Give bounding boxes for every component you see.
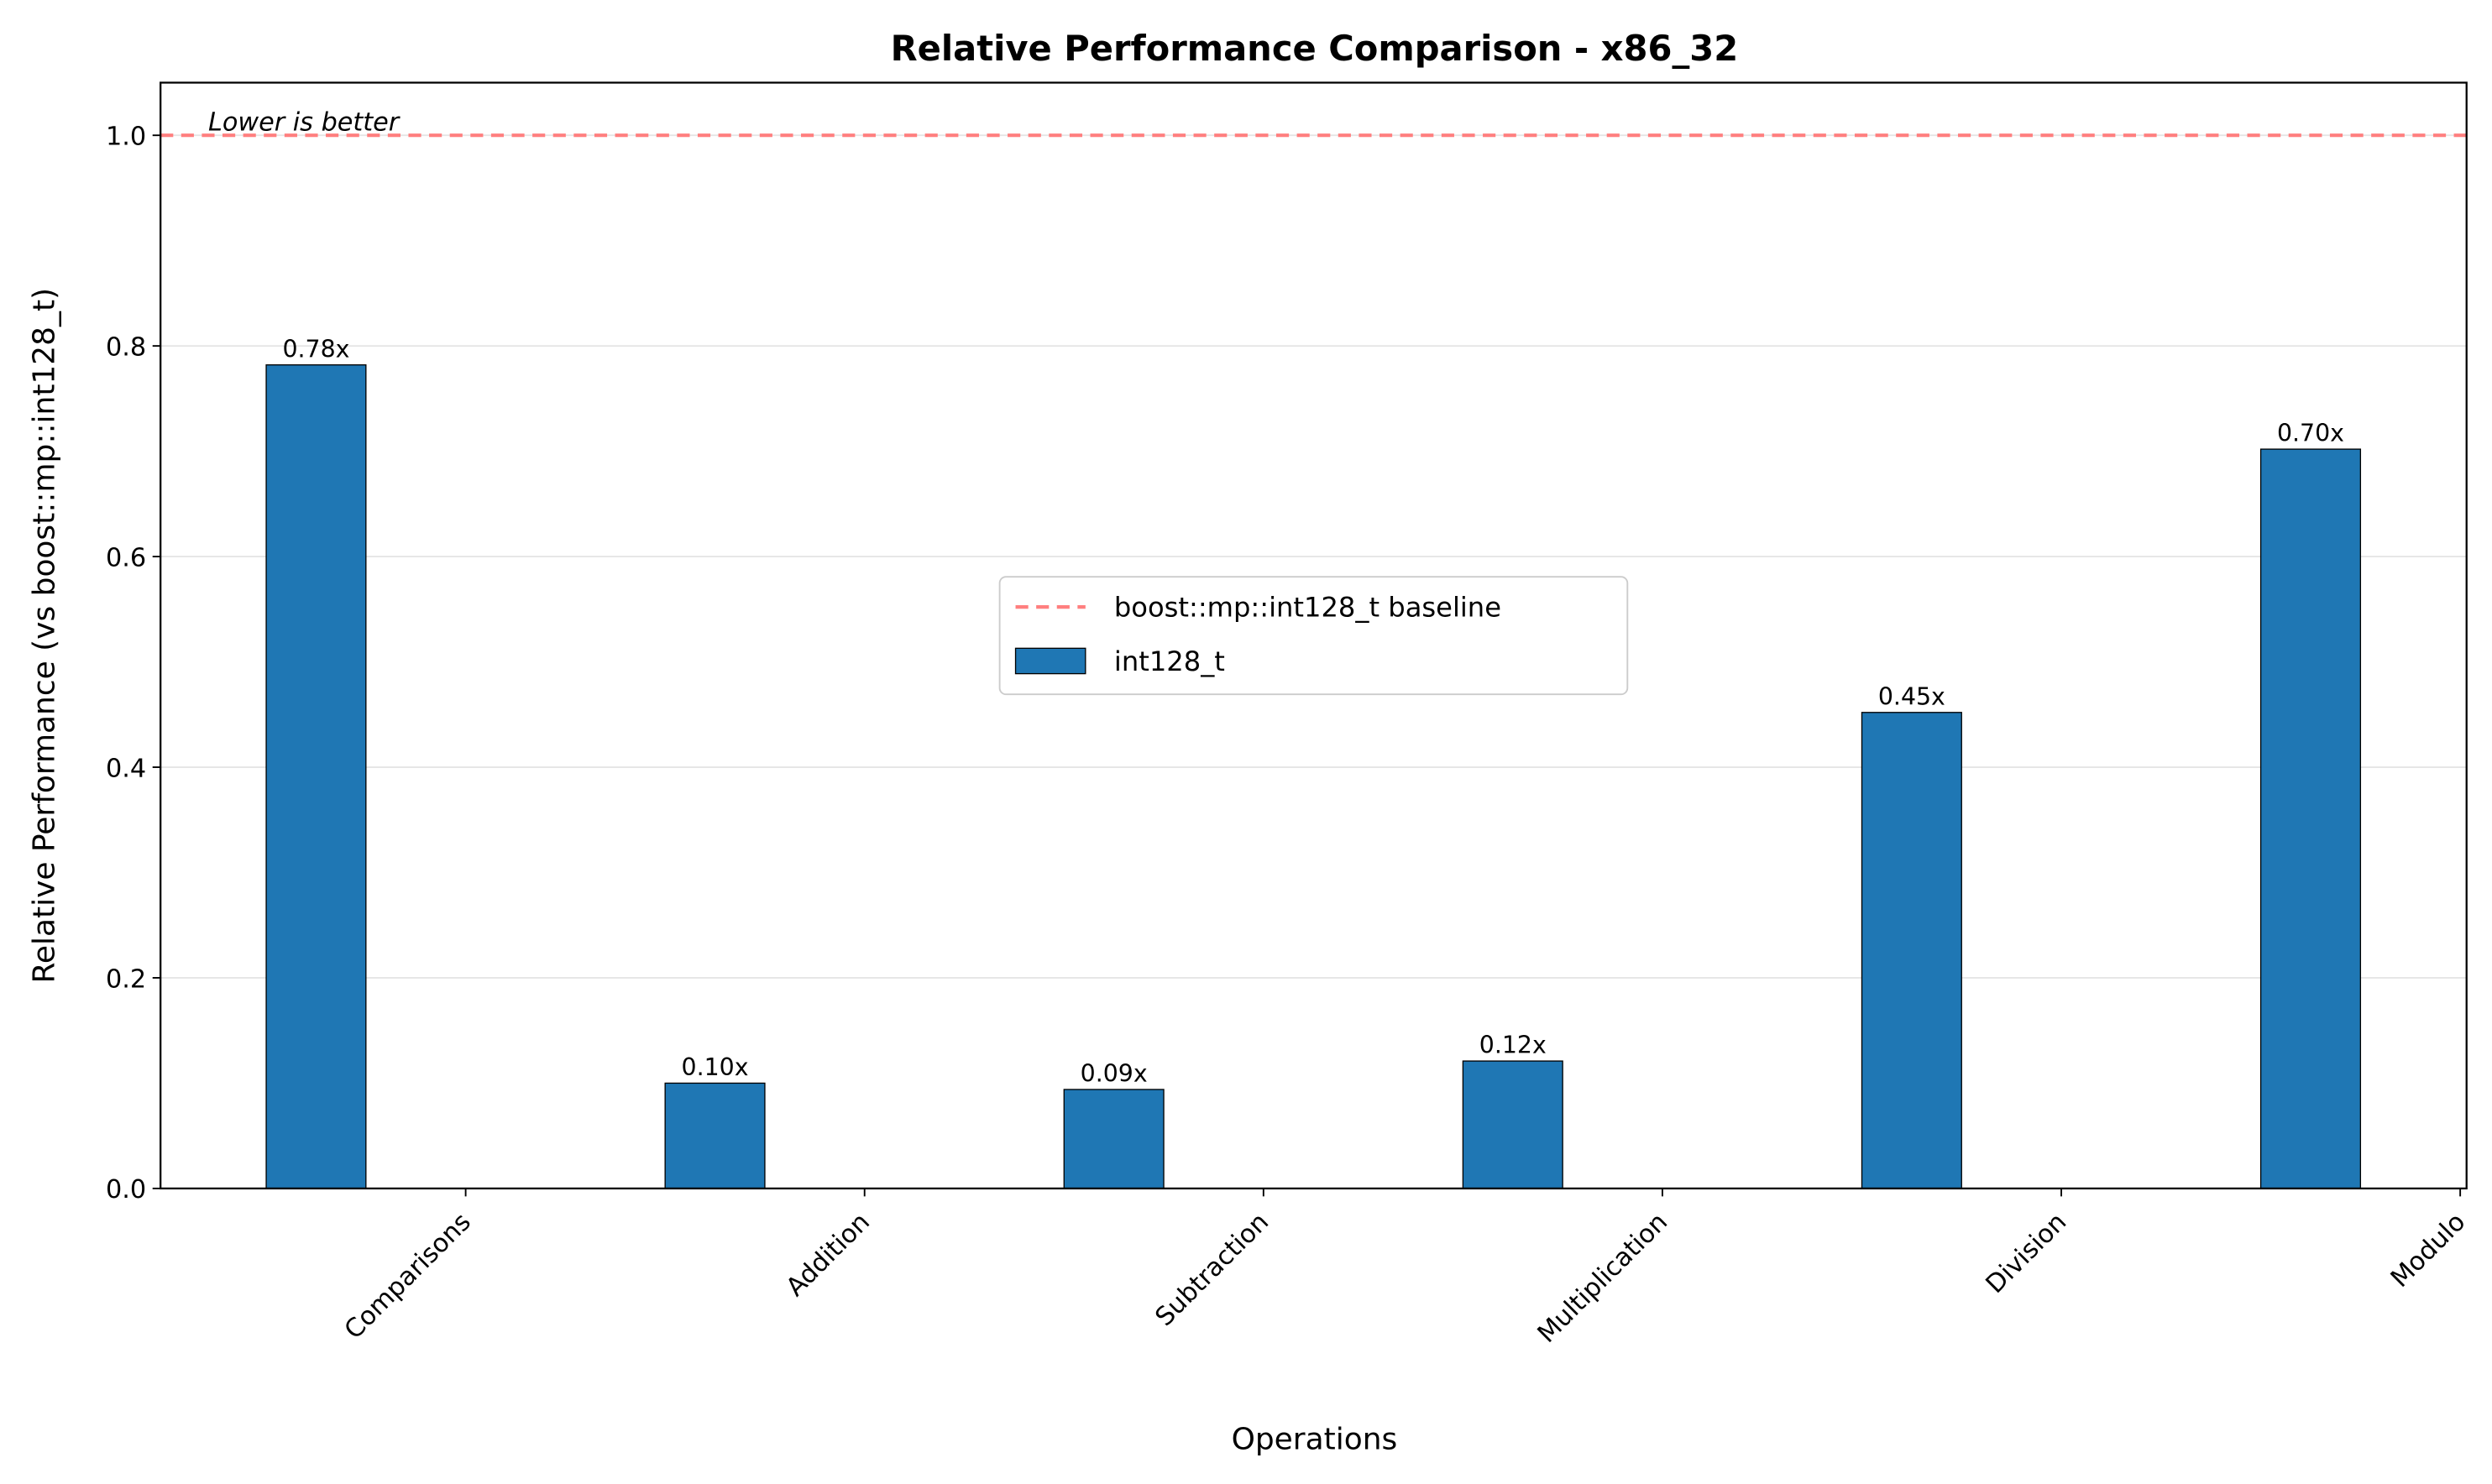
value-label: 0.78x (282, 335, 349, 363)
y-tick-label: 0.8 (106, 332, 146, 362)
chart-title: Relative Performance Comparison - x86_32 (891, 28, 1739, 69)
y-tick-label: 0.2 (106, 964, 146, 994)
plot-frame (160, 81, 2468, 1190)
bar (2259, 448, 2362, 1189)
bar (1063, 1089, 1165, 1189)
value-label: 0.10x (682, 1053, 749, 1081)
y-axis-label: Relative Performance (vs boost::mp::int1… (27, 288, 61, 984)
bar (664, 1082, 766, 1189)
legend-label: int128_t (1114, 645, 1225, 677)
bar (265, 364, 367, 1189)
y-tick-label: 1.0 (106, 123, 146, 152)
value-label: 0.45x (1878, 682, 1945, 710)
y-tick-label: 0.6 (106, 543, 146, 572)
value-label: 0.70x (2277, 420, 2344, 447)
legend-label: boost::mp::int128_t baseline (1114, 591, 1501, 623)
bar (1462, 1060, 1563, 1189)
y-tick-label: 0.4 (106, 754, 146, 783)
y-tick-label: 0.0 (106, 1175, 146, 1204)
legend-swatch (1014, 647, 1086, 675)
bar (1861, 712, 1962, 1189)
value-label: 0.12x (1479, 1032, 1547, 1059)
value-label: 0.09x (1081, 1059, 1148, 1087)
annotation: Lower is better (208, 108, 401, 138)
x-axis-label: Operations (1232, 1422, 1398, 1456)
legend-box (998, 576, 1629, 696)
